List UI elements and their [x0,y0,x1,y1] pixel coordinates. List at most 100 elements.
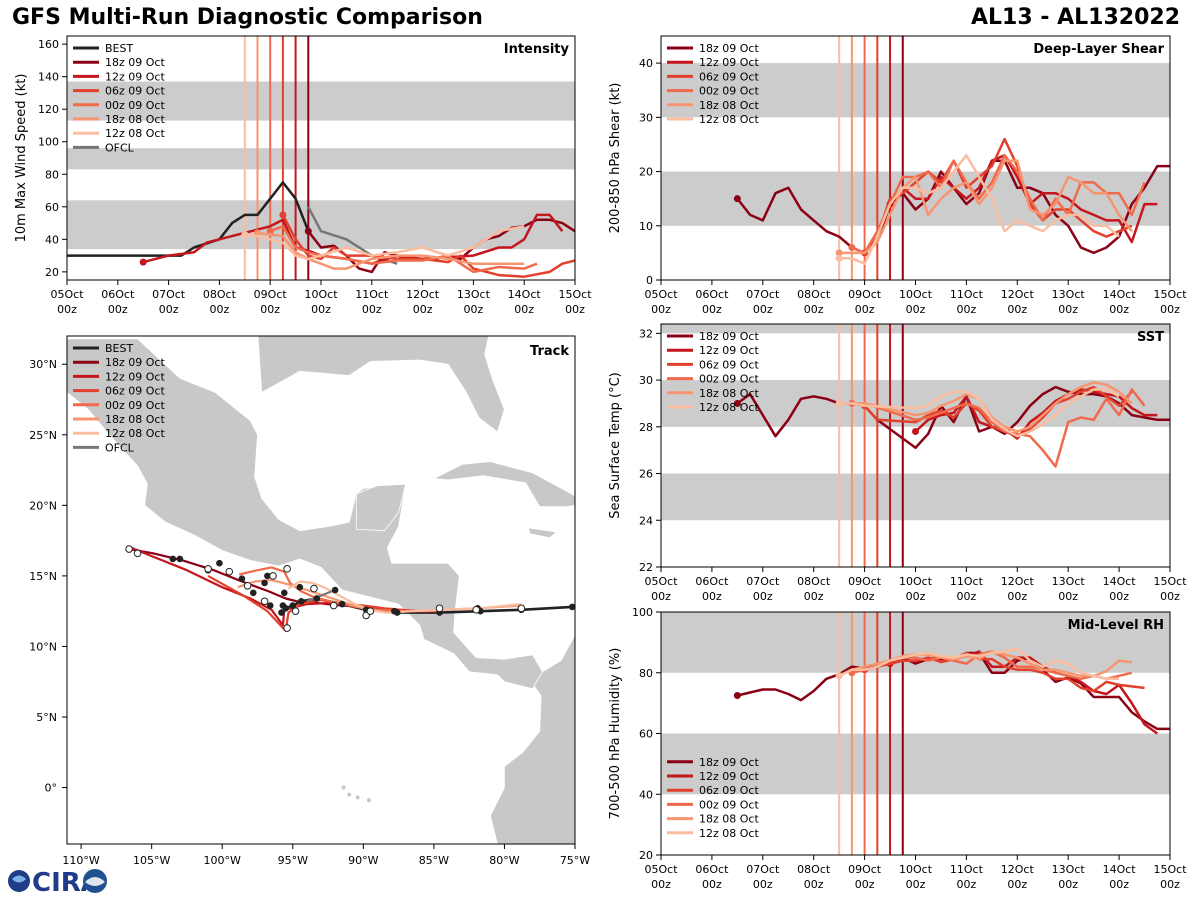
series-start-dot [835,249,843,257]
y-tick-label: 40 [639,788,653,801]
x-tick-label: 05Oct [50,288,84,301]
x-tick-hour: 00z [651,878,671,891]
x-tick-label: 12Oct [1001,863,1035,876]
track-fix-dot [279,602,287,609]
track-fix-dot [169,555,177,563]
threshold-band [67,200,575,250]
series-line [851,388,1146,468]
y-tick-label: 140 [38,71,59,84]
series-start-dot [254,229,261,237]
legend-label: 12z 08 Oct [699,113,759,126]
panel-title: Deep-Layer Shear [1033,42,1164,57]
panel-title: Mid-Level RH [1068,618,1164,633]
x-tick-hour: 00z [1109,303,1129,316]
island [341,785,346,790]
x-tick-hour: 00z [413,303,433,316]
x-tick-label: 08Oct [797,863,831,876]
legend-label: 12z 09 Oct [699,56,759,69]
x-tick-label: 11Oct [950,575,984,588]
panel-intensity: 20 40 60 80 100 120 140 160 10m Max Wind Speed (… [14,35,592,316]
track-fix-open-dot [283,624,291,632]
x-tick-label: 13Oct [1052,575,1086,588]
island [355,795,360,800]
x-tick-label: 10Oct [899,863,933,876]
series-start-dot [139,258,147,266]
lat-tick-label: 30°N [29,358,57,371]
legend-label: OFCL [105,441,135,454]
x-tick-hour: 00z [804,590,824,603]
x-tick-hour: 00z [1058,590,1078,603]
legend-label: 18z 09 Oct [105,356,165,369]
x-tick-hour: 00z [906,590,926,603]
track-fix-dot [331,586,339,594]
panel-title: Intensity [504,42,570,57]
track-line [306,588,336,603]
island [347,792,352,797]
legend-label: OFCL [105,141,135,154]
y-tick-label: 10 [639,220,653,233]
threshold-band [661,733,1170,795]
x-tick-label: 06Oct [101,288,135,301]
lat-tick-label: 5°N [36,711,57,724]
x-tick-hour: 00z [159,303,179,316]
track-fix-open-dot [225,567,234,576]
series-start-dot [835,399,843,407]
legend-label: 18z 09 Oct [699,330,759,343]
threshold-band [661,324,1170,334]
x-tick-hour: 00z [210,303,230,316]
map-layer [67,336,575,844]
x-tick-hour: 00z [702,303,722,316]
land-mass [432,461,575,508]
series-start-dot [279,211,287,219]
x-tick-hour: 00z [1007,878,1027,891]
legend-label: 12z 08 Oct [699,401,759,414]
legend-label: 18z 08 Oct [105,413,165,426]
series-start-dot [733,399,741,407]
x-tick-hour: 00z [804,303,824,316]
lon-tick-label: 80°W [489,854,519,867]
x-tick-hour: 00z [855,590,875,603]
x-tick-label: 11Oct [950,288,984,301]
panel-sst: 22 24 26 28 30 32 Sea Surface Temp (°C) SST 05Oc… [608,323,1187,603]
y-tick-label: 26 [639,468,653,481]
x-tick-hour: 00z [906,878,926,891]
series-line [839,388,1120,438]
y-tick-label: 30 [639,374,653,387]
legend-label: 00z 09 Oct [699,85,759,98]
x-tick-hour: 00z [1007,590,1027,603]
legend-label: 18z 09 Oct [105,56,165,69]
legend-label: 06z 09 Oct [699,70,759,83]
series-start-dot [304,227,312,235]
track-fix-dot [249,589,257,597]
x-tick-hour: 00z [1109,878,1129,891]
lon-tick-label: 85°W [419,854,449,867]
x-tick-label: 09Oct [254,288,288,301]
series-line [244,225,525,261]
lat-tick-label: 20°N [29,499,57,512]
best-track-marker [289,602,297,609]
series-line [257,231,525,270]
best-track-marker [297,597,305,605]
panel-rh: 20 40 60 80 100 700-500 hPa Humidity (%) Mid-L… [608,606,1187,891]
best-track-marker [338,600,346,608]
lat-tick-label: 25°N [29,429,57,442]
panel-title: SST [1137,330,1164,345]
y-axis-label: Sea Surface Temp (°C) [608,372,623,519]
x-tick-label: 12Oct [1001,288,1035,301]
x-tick-hour: 00z [1160,878,1180,891]
x-tick-hour: 00z [651,590,671,603]
x-tick-hour: 00z [362,303,382,316]
track-fix-open-dot [329,601,338,610]
legend-label: 12z 09 Oct [105,70,165,83]
lat-tick-label: 10°N [29,640,57,653]
track-fix-dot [296,583,304,591]
panel-title: Track [530,344,569,359]
track-fix-dot [264,572,271,580]
x-tick-hour: 00z [855,303,875,316]
x-tick-label: 08Oct [797,575,831,588]
x-tick-label: 14Oct [508,288,542,301]
x-tick-label: 14Oct [1103,288,1137,301]
series-start-dot [912,427,919,435]
y-tick-label: 32 [639,327,653,340]
